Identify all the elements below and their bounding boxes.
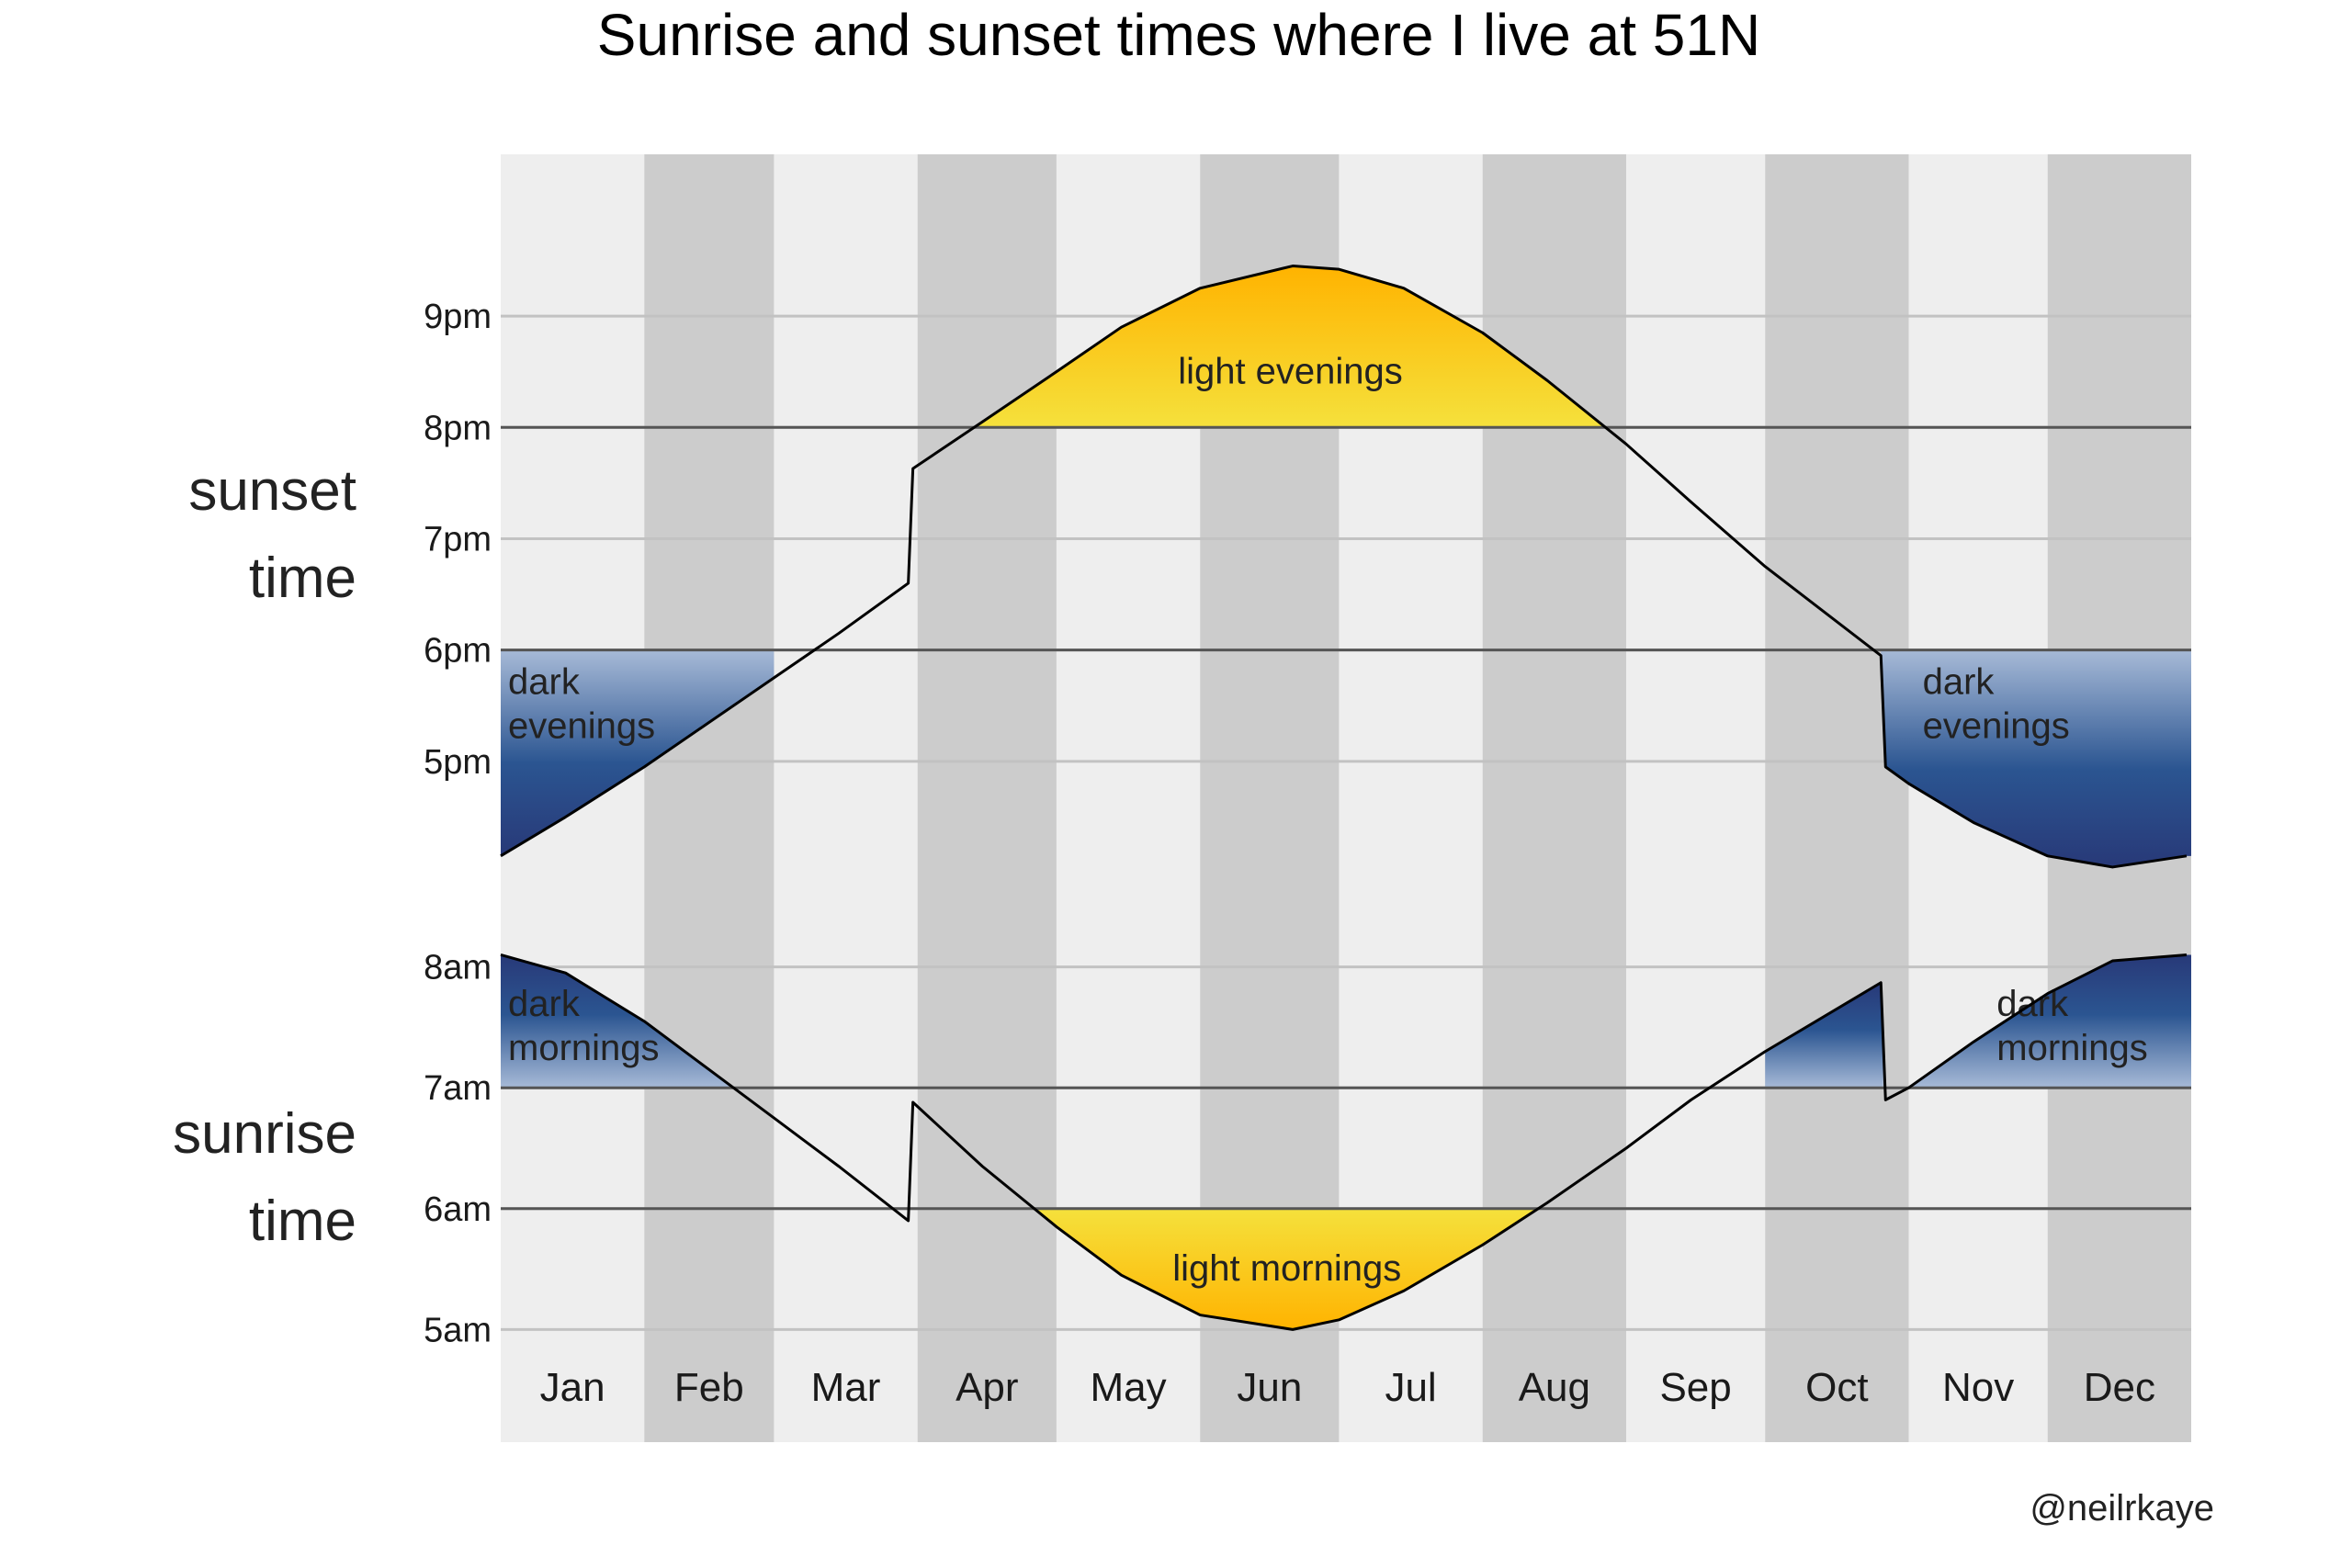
credit-label: @neilrkaye: [2030, 1488, 2214, 1529]
month-label-dec: Dec: [2084, 1365, 2155, 1410]
region-label-line-0: dark: [508, 662, 581, 703]
month-label-aug: Aug: [1519, 1365, 1590, 1410]
series-line-sunrise: [500, 953, 2188, 1331]
panel-label-line-0: sunrise: [173, 1102, 356, 1166]
tick-label-sunrise-3: 8am: [424, 949, 492, 987]
month-label-apr: Apr: [956, 1365, 1018, 1410]
tick-label-sunset-1: 6pm: [424, 632, 492, 671]
region-label-sunset-2: dark evenings: [1923, 662, 2070, 747]
month-label-jun: Jun: [1237, 1365, 1302, 1410]
region-label-sunrise-1: dark mornings: [508, 984, 660, 1068]
region-label-line-1: evenings: [508, 706, 655, 747]
month-label-oct: Oct: [1805, 1365, 1868, 1410]
region-label-line-0: light evenings: [1178, 351, 1403, 391]
month-labels: Jan Feb Mar Apr May Jun Jul Aug Sep Oct Nov Dec: [540, 1365, 2155, 1410]
month-label-nov: Nov: [1942, 1365, 2014, 1410]
region-label-line-0: dark: [1923, 662, 1996, 703]
panel-label-sunrise: sunrise time: [173, 1102, 356, 1253]
region-label-sunset-0: light evenings: [1178, 351, 1403, 391]
region-sunrise-0-0: [1035, 1208, 1539, 1330]
month-band-feb: [644, 154, 775, 1442]
panel-label-line-1: time: [249, 547, 356, 610]
region-label-sunset-1: dark evenings: [508, 662, 655, 747]
chart-title: Sunrise and sunset times where I live at…: [597, 2, 1760, 68]
region-label-line-0: light mornings: [1172, 1248, 1401, 1289]
month-label-may: May: [1091, 1365, 1167, 1410]
month-label-jan: Jan: [540, 1365, 605, 1410]
region-sunrise-2-0: [1765, 982, 1883, 1089]
region-sunset-0-0: [975, 265, 1606, 428]
tick-label-sunrise-2: 7am: [424, 1069, 492, 1108]
month-band-apr: [917, 154, 1057, 1442]
tick-label-sunset-0: 5pm: [424, 743, 492, 782]
region-label-line-1: mornings: [508, 1028, 660, 1068]
region-label-sunrise-0: light mornings: [1172, 1248, 1401, 1289]
tick-label-sunset-2: 7pm: [424, 520, 492, 558]
tick-label-sunrise-0: 5am: [424, 1311, 492, 1349]
month-label-mar: Mar: [811, 1365, 881, 1410]
tick-label-sunset-4: 9pm: [424, 298, 492, 336]
month-band-mar: [774, 154, 918, 1442]
month-label-sep: Sep: [1659, 1365, 1731, 1410]
series-line-sunset: [500, 265, 2188, 869]
region-sunrise-1-0: [501, 954, 733, 1089]
region-label-line-1: evenings: [1923, 706, 2070, 747]
month-label-feb: Feb: [674, 1365, 744, 1410]
region-label-line-0: dark: [508, 984, 581, 1024]
region-sunset-1-0: [501, 649, 775, 856]
panel-label-line-1: time: [249, 1190, 356, 1253]
month-label-jul: Jul: [1385, 1365, 1436, 1410]
month-band-sep: [1625, 154, 1766, 1442]
region-label-line-1: mornings: [1996, 1028, 2148, 1068]
tick-label-sunrise-1: 6am: [424, 1190, 492, 1229]
tick-label-sunset-3: 8pm: [424, 409, 492, 447]
region-sunrise-2-1: [1908, 954, 2191, 1089]
panel-label-line-0: sunset: [188, 459, 356, 523]
month-band-oct: [1765, 154, 1909, 1442]
panel-label-sunset: sunset time: [188, 459, 356, 610]
